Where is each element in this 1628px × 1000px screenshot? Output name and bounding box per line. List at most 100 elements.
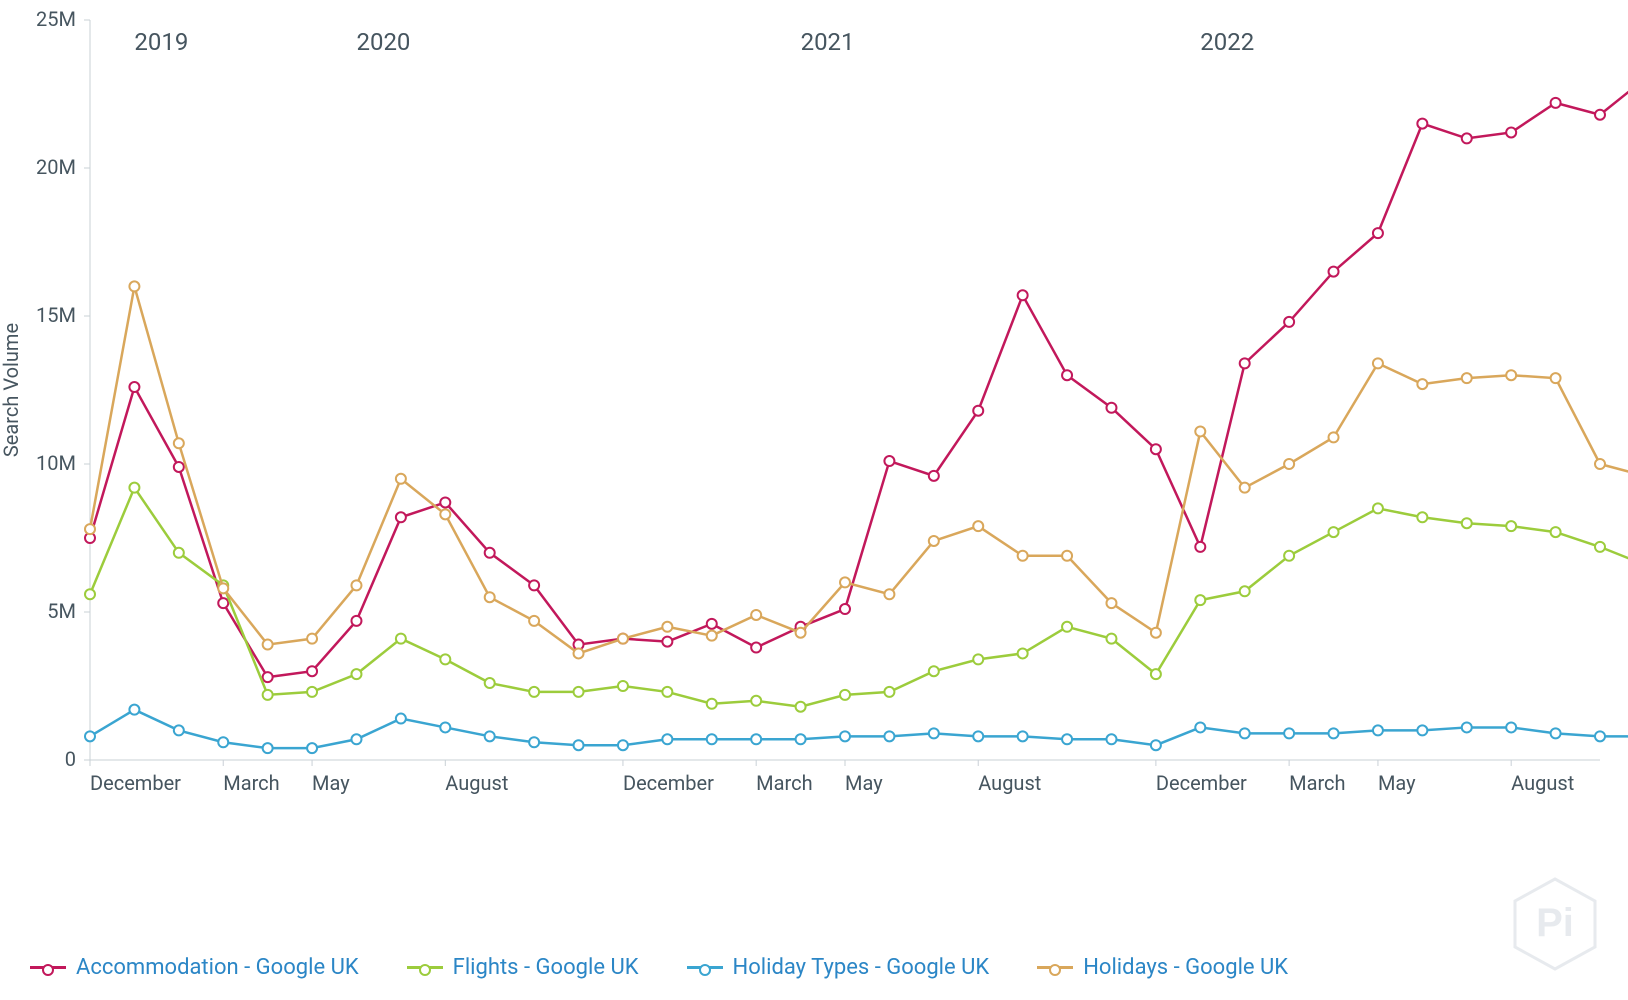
series-point[interactable] xyxy=(618,740,628,750)
series-point[interactable] xyxy=(218,583,228,593)
series-point[interactable] xyxy=(574,648,584,658)
series-point[interactable] xyxy=(840,577,850,587)
series-point[interactable] xyxy=(129,483,139,493)
series-point[interactable] xyxy=(1551,98,1561,108)
series-point[interactable] xyxy=(1106,734,1116,744)
series-point[interactable] xyxy=(1284,317,1294,327)
series-point[interactable] xyxy=(751,696,761,706)
series-point[interactable] xyxy=(307,666,317,676)
series-point[interactable] xyxy=(1462,722,1472,732)
series-point[interactable] xyxy=(618,681,628,691)
series-point[interactable] xyxy=(884,589,894,599)
series-point[interactable] xyxy=(1417,725,1427,735)
series-point[interactable] xyxy=(307,687,317,697)
series-point[interactable] xyxy=(485,678,495,688)
series-point[interactable] xyxy=(1329,432,1339,442)
series-point[interactable] xyxy=(263,672,273,682)
series-point[interactable] xyxy=(1462,373,1472,383)
series-point[interactable] xyxy=(1195,542,1205,552)
series-point[interactable] xyxy=(796,628,806,638)
series-point[interactable] xyxy=(307,634,317,644)
series-point[interactable] xyxy=(662,734,672,744)
series-point[interactable] xyxy=(1329,527,1339,537)
series-point[interactable] xyxy=(1062,734,1072,744)
series-point[interactable] xyxy=(1506,370,1516,380)
series-point[interactable] xyxy=(662,637,672,647)
series-point[interactable] xyxy=(1106,403,1116,413)
series-point[interactable] xyxy=(1195,426,1205,436)
series-point[interactable] xyxy=(707,734,717,744)
series-point[interactable] xyxy=(263,743,273,753)
series-point[interactable] xyxy=(1240,728,1250,738)
series-point[interactable] xyxy=(1018,551,1028,561)
series-point[interactable] xyxy=(396,474,406,484)
series-point[interactable] xyxy=(1151,669,1161,679)
series-point[interactable] xyxy=(1595,542,1605,552)
series-point[interactable] xyxy=(440,509,450,519)
series-point[interactable] xyxy=(929,471,939,481)
series-point[interactable] xyxy=(1106,634,1116,644)
series-point[interactable] xyxy=(840,731,850,741)
series-point[interactable] xyxy=(1551,527,1561,537)
series-point[interactable] xyxy=(1595,459,1605,469)
series-point[interactable] xyxy=(351,580,361,590)
series-point[interactable] xyxy=(1151,740,1161,750)
series-point[interactable] xyxy=(174,462,184,472)
series-point[interactable] xyxy=(85,731,95,741)
series-point[interactable] xyxy=(1062,551,1072,561)
series-point[interactable] xyxy=(85,524,95,534)
series-point[interactable] xyxy=(1373,358,1383,368)
legend-item-holidays[interactable]: Holidays - Google UK xyxy=(1037,955,1288,980)
series-point[interactable] xyxy=(1506,127,1516,137)
series-point[interactable] xyxy=(707,631,717,641)
legend-item-accommodation[interactable]: Accommodation - Google UK xyxy=(30,955,359,980)
series-point[interactable] xyxy=(529,580,539,590)
series-point[interactable] xyxy=(751,734,761,744)
series-point[interactable] xyxy=(396,512,406,522)
series-point[interactable] xyxy=(1373,503,1383,513)
series-point[interactable] xyxy=(884,456,894,466)
series-point[interactable] xyxy=(1106,598,1116,608)
series-point[interactable] xyxy=(1018,648,1028,658)
series-point[interactable] xyxy=(973,731,983,741)
series-point[interactable] xyxy=(1018,290,1028,300)
series-point[interactable] xyxy=(662,622,672,632)
series-point[interactable] xyxy=(707,699,717,709)
series-point[interactable] xyxy=(529,687,539,697)
series-point[interactable] xyxy=(884,687,894,697)
series-point[interactable] xyxy=(1595,731,1605,741)
series-point[interactable] xyxy=(1151,628,1161,638)
series-point[interactable] xyxy=(440,722,450,732)
series-point[interactable] xyxy=(751,610,761,620)
series-point[interactable] xyxy=(1506,521,1516,531)
series-point[interactable] xyxy=(796,702,806,712)
series-point[interactable] xyxy=(1462,518,1472,528)
series-point[interactable] xyxy=(1240,483,1250,493)
series-point[interactable] xyxy=(1506,722,1516,732)
series-point[interactable] xyxy=(307,743,317,753)
series-point[interactable] xyxy=(1240,358,1250,368)
series-point[interactable] xyxy=(218,598,228,608)
series-point[interactable] xyxy=(1417,379,1427,389)
series-point[interactable] xyxy=(263,690,273,700)
series-point[interactable] xyxy=(529,616,539,626)
series-point[interactable] xyxy=(129,382,139,392)
series-point[interactable] xyxy=(1018,731,1028,741)
series-point[interactable] xyxy=(884,731,894,741)
series-point[interactable] xyxy=(618,634,628,644)
series-point[interactable] xyxy=(929,536,939,546)
legend-item-flights[interactable]: Flights - Google UK xyxy=(407,955,639,980)
series-point[interactable] xyxy=(263,640,273,650)
series-point[interactable] xyxy=(529,737,539,747)
series-point[interactable] xyxy=(1284,728,1294,738)
series-point[interactable] xyxy=(129,281,139,291)
series-point[interactable] xyxy=(1195,595,1205,605)
series-point[interactable] xyxy=(574,740,584,750)
series-point[interactable] xyxy=(396,634,406,644)
series-point[interactable] xyxy=(751,643,761,653)
series-point[interactable] xyxy=(973,654,983,664)
series-point[interactable] xyxy=(485,592,495,602)
series-point[interactable] xyxy=(662,687,672,697)
series-point[interactable] xyxy=(440,654,450,664)
series-point[interactable] xyxy=(1062,622,1072,632)
